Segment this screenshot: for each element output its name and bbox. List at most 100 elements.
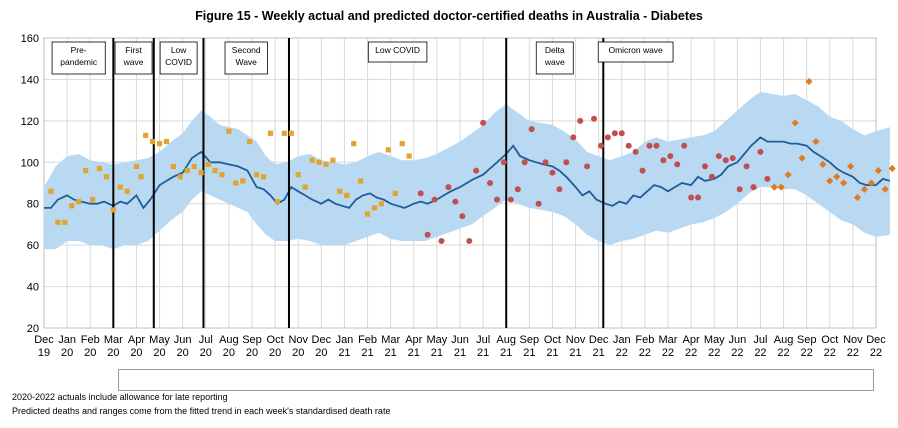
actual-2021-point bbox=[611, 130, 618, 137]
actual-2020-point bbox=[344, 192, 350, 199]
actual-2020-point bbox=[309, 157, 315, 163]
x-tick-label: Dec 22 bbox=[866, 334, 886, 359]
actual-2021-point bbox=[757, 148, 764, 155]
actual-2022-point bbox=[826, 177, 834, 185]
actual-2020-point bbox=[351, 141, 357, 147]
actual-2020-point bbox=[288, 130, 294, 136]
phase-label-box bbox=[51, 41, 106, 75]
actual-2021-point bbox=[438, 238, 445, 244]
actual-2021-point bbox=[577, 117, 584, 124]
footnote-prediction-method: Predicted deaths and ranges come from th… bbox=[12, 406, 391, 416]
actual-2020-point bbox=[302, 184, 308, 190]
actual-2022-point bbox=[770, 183, 778, 191]
x-tick-label: Nov 21 bbox=[566, 334, 586, 359]
x-tick-label: Jan 21 bbox=[336, 334, 354, 359]
actual-2021-point bbox=[466, 238, 473, 244]
x-tick-label: May 21 bbox=[426, 334, 447, 359]
actual-2020-point bbox=[205, 161, 211, 167]
actual-2022-point bbox=[812, 137, 820, 146]
phase-label-box bbox=[597, 41, 674, 63]
actual-2021-point bbox=[681, 142, 688, 149]
actual-2021-point bbox=[743, 163, 750, 170]
x-tick-label: Oct 20 bbox=[267, 334, 284, 359]
phase-label-1: First wave bbox=[114, 41, 153, 75]
actual-2022-point bbox=[833, 173, 841, 181]
actual-2020-point bbox=[55, 219, 61, 225]
actual-2021-point bbox=[674, 161, 681, 168]
y-tick-label: 40 bbox=[27, 282, 39, 294]
phase-label-2: Low COVID bbox=[159, 41, 198, 75]
actual-2021-point bbox=[542, 159, 549, 166]
actual-2022-point bbox=[874, 166, 882, 175]
actual-2020-point bbox=[316, 159, 322, 165]
actual-2020-point bbox=[371, 205, 378, 211]
actual-2020-point bbox=[110, 207, 116, 213]
actual-2022-point bbox=[846, 162, 855, 171]
x-tick-label: May 22 bbox=[704, 334, 725, 359]
actual-2020-point bbox=[163, 138, 170, 145]
actual-2020-point bbox=[254, 172, 260, 178]
x-tick-label: Nov 20 bbox=[288, 334, 308, 359]
x-tick-label: Sep 20 bbox=[242, 334, 262, 359]
phase-label: Delta wave bbox=[544, 45, 565, 67]
actual-2020-point bbox=[240, 178, 246, 184]
predicted-deaths-line bbox=[44, 136, 891, 210]
actual-2020-point bbox=[233, 180, 239, 186]
x-tick-label: Feb 22 bbox=[635, 334, 654, 359]
actual-2022-point bbox=[888, 164, 896, 173]
actual-2021-point bbox=[500, 159, 507, 166]
actual-2021-point bbox=[417, 190, 424, 197]
y-tick-label: 140 bbox=[21, 74, 39, 86]
actual-2021-point bbox=[695, 194, 702, 201]
x-tick-label: Jun 20 bbox=[174, 334, 192, 359]
y-tick-label: 160 bbox=[21, 33, 39, 45]
actual-2020-point bbox=[226, 128, 232, 134]
actual-2020-point bbox=[323, 161, 329, 167]
actual-2021-point bbox=[750, 184, 757, 191]
actual-2020-point bbox=[281, 130, 287, 136]
actual-2020-point bbox=[83, 167, 89, 174]
actual-2021-point bbox=[639, 167, 646, 174]
chart-title: Figure 15 - Weekly actual and predicted … bbox=[195, 9, 703, 23]
actual-2020-point bbox=[219, 172, 225, 178]
actual-2021-point bbox=[480, 119, 487, 126]
actual-2020-point bbox=[260, 174, 267, 180]
phase-label-0: Pre-pandemic bbox=[51, 41, 106, 75]
x-tick-label: Jul 20 bbox=[199, 334, 213, 359]
actual-2021-point bbox=[514, 186, 521, 193]
actual-2021-point bbox=[708, 173, 715, 180]
x-tick-label: Dec 20 bbox=[312, 334, 332, 359]
actual-2020-point bbox=[191, 163, 197, 170]
actual-2021-point bbox=[701, 163, 708, 170]
x-tick-label: Aug 22 bbox=[774, 334, 794, 359]
actual-2021-point bbox=[667, 153, 674, 160]
x-tick-label: Jul 22 bbox=[753, 334, 767, 359]
actual-2022-point bbox=[791, 119, 799, 127]
x-tick-label: Sep 22 bbox=[797, 334, 817, 359]
actual-2022-point bbox=[853, 193, 862, 202]
actual-2021-point bbox=[591, 115, 598, 122]
actual-2020-point bbox=[117, 184, 123, 190]
likely-range-band bbox=[44, 91, 890, 250]
x-tick-label: Aug 20 bbox=[219, 334, 239, 359]
footnote-late-reporting: 2020-2022 actuals include allowance for … bbox=[12, 392, 228, 402]
actual-2020-point bbox=[69, 203, 75, 209]
phase-label: Second Wave bbox=[232, 45, 261, 67]
actual-2022-point bbox=[881, 185, 889, 193]
phase-label-3: Second Wave bbox=[224, 41, 268, 75]
actual-2021-point bbox=[452, 198, 459, 205]
phase-label-box bbox=[114, 41, 153, 75]
actual-2021-point bbox=[736, 186, 743, 193]
actual-2021-point bbox=[535, 200, 542, 207]
x-tick-label: Dec 21 bbox=[589, 334, 609, 359]
actual-2021-point bbox=[424, 231, 431, 238]
actual-2021-point bbox=[570, 134, 577, 141]
phase-label-5: Delta wave bbox=[535, 41, 574, 75]
actual-2020-point bbox=[184, 167, 190, 174]
phase-label-box bbox=[159, 41, 198, 75]
x-tick-label: Jul 21 bbox=[476, 334, 490, 359]
actual-2020-point bbox=[103, 174, 109, 180]
actual-2021-point bbox=[729, 155, 736, 162]
actual-2020-point bbox=[295, 172, 301, 178]
actual-2022-point bbox=[819, 160, 827, 168]
